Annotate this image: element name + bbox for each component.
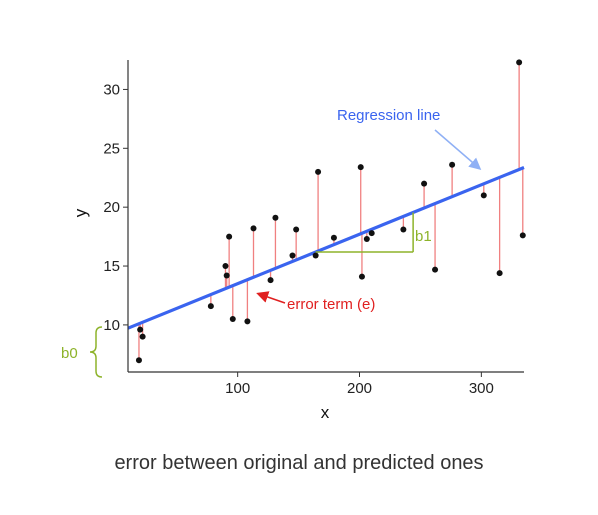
data-point (516, 59, 523, 66)
x-tick-label: 200 (347, 380, 372, 397)
y-tick-label: 15 (103, 258, 120, 275)
residual-lines (138, 62, 524, 361)
data-point (267, 277, 274, 284)
data-point (293, 226, 300, 233)
regression-arrow (434, 129, 482, 170)
data-point (244, 318, 251, 325)
y-tick-label: 30 (103, 81, 120, 98)
data-point (432, 266, 439, 273)
b0-label: b0 (61, 345, 78, 362)
data-point (207, 303, 214, 310)
x-tick-label: 100 (225, 380, 250, 397)
data-point (449, 161, 456, 168)
data-point (496, 270, 503, 277)
figure-caption: error between original and predicted one… (114, 452, 484, 474)
data-point (289, 252, 296, 259)
b1-slope-triangle (315, 212, 414, 253)
data-point (368, 230, 375, 237)
regression-line-label: Regression line (337, 107, 440, 124)
y-tick-label: 10 (103, 317, 120, 334)
regression-line-group (127, 166, 525, 330)
error-term-arrow (256, 291, 286, 304)
data-point (222, 263, 229, 270)
data-point (226, 233, 233, 240)
data-point (358, 273, 365, 280)
error-term-label: error term (e) (287, 296, 375, 313)
data-point (139, 333, 146, 340)
y-tick-label: 25 (103, 140, 120, 157)
data-point (519, 232, 526, 239)
y-tick-label: 20 (103, 199, 120, 216)
data-point (250, 225, 257, 232)
data-point (312, 252, 319, 259)
data-point (223, 272, 230, 279)
data-point (357, 164, 364, 171)
data-point (330, 234, 337, 241)
data-points (135, 59, 526, 364)
data-point (315, 168, 322, 175)
data-point (135, 357, 142, 364)
data-point (229, 316, 236, 323)
data-point (421, 180, 428, 187)
data-point (480, 192, 487, 199)
data-point (137, 326, 144, 333)
x-tick-label: 300 (469, 380, 494, 397)
regression-line (127, 166, 525, 330)
data-point (400, 226, 407, 233)
data-point (363, 235, 370, 242)
axes: 100 200 300 10 15 20 25 30 (103, 60, 524, 397)
b1-label: b1 (415, 228, 432, 245)
y-axis-title: y (71, 208, 90, 217)
data-point (272, 214, 279, 221)
b0-bracket (89, 326, 103, 378)
x-axis-title: x (321, 403, 330, 422)
